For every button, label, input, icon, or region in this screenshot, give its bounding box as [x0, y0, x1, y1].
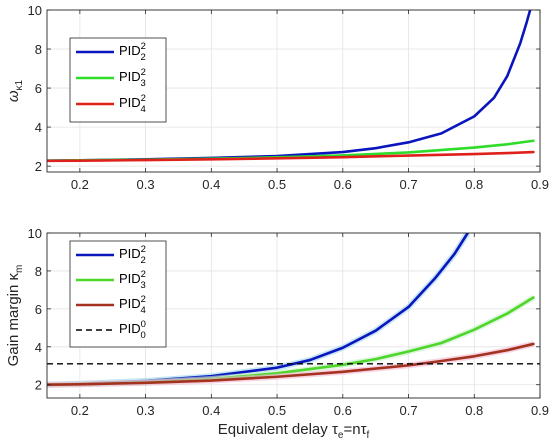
legend-label-name: PID: [119, 43, 141, 58]
legend-label-name: PID: [119, 95, 141, 110]
legend-label-name: PID: [119, 69, 141, 84]
y-tick-label: 4: [35, 120, 42, 135]
x-tick-label: 0.8: [465, 177, 483, 192]
y-tick-label: 2: [35, 378, 42, 393]
y-axis-title-main: Gain margin κ: [5, 272, 22, 366]
legend-label-sub: 3: [140, 78, 145, 89]
y-tick-label: 2: [35, 159, 42, 174]
legend-label-sub: 0: [140, 330, 145, 341]
x-tick-label: 0.8: [465, 403, 483, 418]
legend-label-sup: 0: [141, 319, 146, 330]
x-tick-label: 0.5: [268, 177, 286, 192]
y-tick-label: 4: [35, 340, 42, 355]
y-tick-label: 6: [35, 302, 42, 317]
axes-box: [46, 9, 541, 173]
legend-label-sup: 2: [141, 269, 146, 280]
x-tick-label: 0.4: [202, 177, 220, 192]
legend-box: [69, 240, 167, 348]
legend-label-sup: 2: [141, 93, 146, 104]
x-axis-title-mid: =n: [343, 421, 360, 438]
y-axis-title-sub: κ1: [14, 79, 25, 90]
x-axis-title: Equivalent delay τe=nτf: [218, 421, 370, 441]
legend-label-sub: 4: [140, 305, 145, 316]
legend-label: PID2 2: [119, 244, 146, 266]
legend-label-sup: 2: [141, 67, 146, 78]
legend-label-name: PID: [119, 246, 141, 261]
y-tick-label: 8: [35, 264, 42, 279]
x-axis-title-sub: f: [367, 430, 370, 441]
legend-label-sup: 2: [141, 294, 146, 305]
x-axis-title-main: Equivalent delay: [218, 421, 332, 438]
x-tick-label: 0.9: [531, 177, 549, 192]
legend-label: PID2 3: [119, 67, 146, 89]
x-tick-label: 0.2: [71, 403, 89, 418]
y-axis-title: ωκ1: [5, 79, 25, 102]
legend-label-sup: 2: [141, 41, 146, 52]
x-tick-label: 0.7: [399, 403, 417, 418]
legend-label-sub: 4: [140, 104, 145, 115]
x-tick-label: 0.3: [137, 177, 155, 192]
series-line: [47, 342, 535, 387]
series-line: [47, 150, 535, 163]
x-axis-title-tau: τ: [361, 421, 367, 438]
legend-label-name: PID: [119, 321, 141, 336]
x-axis-title-sub: e: [338, 430, 344, 441]
y-axis-title-main: ω: [5, 90, 22, 102]
legend-label-sup: 2: [141, 244, 146, 255]
x-tick-label: 0.7: [399, 177, 417, 192]
x-tick-label: 0.6: [334, 177, 352, 192]
x-tick-label: 0.5: [268, 403, 286, 418]
series-group: [47, 233, 540, 388]
x-axis-title-tau: τ: [332, 421, 338, 438]
legend-label-name: PID: [119, 296, 141, 311]
legend-label-name: PID: [119, 271, 141, 286]
legend-label-sub: 2: [140, 52, 145, 63]
y-tick-label: 8: [35, 42, 42, 57]
legend-label: PID2 2: [119, 41, 146, 63]
y-axis-title: Gain margin κm: [5, 265, 25, 367]
legend-label: PID2 4: [119, 294, 146, 316]
legend-label: PID2 3: [119, 269, 146, 291]
axes-box: [46, 232, 541, 399]
y-tick-label: 10: [28, 3, 42, 18]
legend-label-sub: 2: [140, 255, 145, 266]
y-tick-label: 10: [28, 226, 42, 241]
x-tick-label: 0.4: [202, 403, 220, 418]
legend-label: PID2 4: [119, 93, 146, 115]
legend-box: [69, 37, 167, 123]
legend-label-sub: 3: [140, 280, 145, 291]
legend-label: PID0 0: [119, 319, 146, 341]
x-tick-label: 0.6: [334, 403, 352, 418]
x-tick-label: 0.3: [137, 403, 155, 418]
series-group: [47, 10, 535, 163]
y-axis-title-sub: m: [14, 265, 25, 273]
y-tick-label: 6: [35, 81, 42, 96]
x-tick-label: 0.2: [71, 177, 89, 192]
x-tick-label: 0.9: [531, 403, 549, 418]
